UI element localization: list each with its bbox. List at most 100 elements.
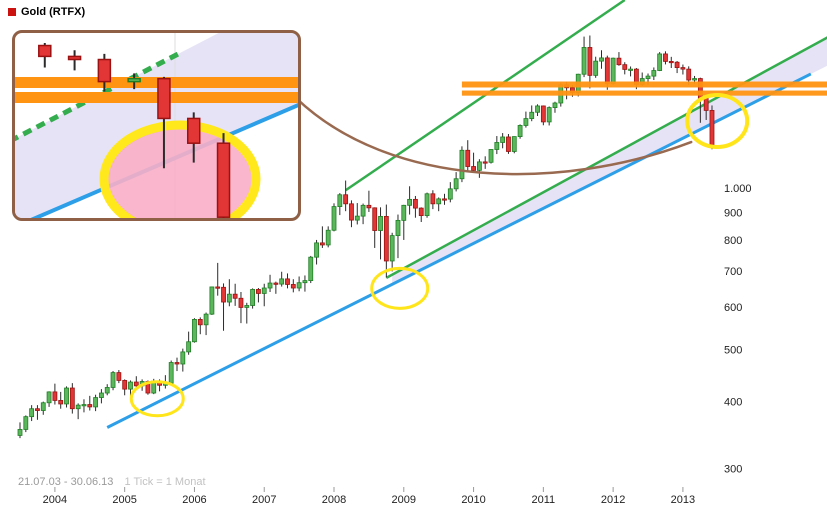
candle-body: [290, 284, 296, 289]
x-axis-tick-label: 2011: [532, 494, 556, 506]
candle-body: [488, 149, 494, 163]
candle-body: [244, 305, 250, 308]
date-range-label: 21.07.03 - 30.06.13: [18, 476, 114, 488]
candle-body: [296, 282, 302, 289]
candle-body: [552, 102, 558, 108]
support-blue-trendline: [106, 72, 812, 429]
candle-body: [523, 118, 529, 126]
candle-body: [17, 429, 23, 436]
candle-body: [349, 203, 354, 221]
candle-body: [319, 242, 325, 246]
candle-body: [599, 57, 604, 62]
inset-connector-curve: [294, 96, 693, 176]
candle-body: [325, 229, 331, 246]
candle-body: [180, 351, 186, 365]
candle-body: [663, 53, 668, 62]
y-axis-tick-label: 900: [724, 207, 742, 219]
inset-candle-body: [67, 55, 82, 61]
candle-body: [186, 341, 192, 353]
candle-body: [168, 362, 174, 384]
candle-body: [447, 188, 453, 200]
candle-body: [674, 61, 680, 68]
candle-body: [703, 97, 709, 111]
candle-body: [267, 282, 273, 289]
candle-body: [133, 381, 139, 387]
trend-channel-fill: [392, 37, 827, 285]
candle-body: [610, 57, 616, 84]
candle-body: [360, 204, 366, 217]
candle-body: [250, 289, 256, 306]
candle-body: [430, 193, 436, 205]
inset-candle-body: [38, 44, 52, 58]
resistance-band: [461, 81, 827, 88]
inset-candle-body: [216, 142, 231, 218]
candle-body: [628, 68, 633, 71]
chart-footer: 21.07.03 - 30.06.13 1 Tick = 1 Monat: [18, 476, 206, 488]
candle-body: [535, 105, 540, 113]
candle-body: [465, 149, 471, 167]
y-axis-tick-label: 400: [724, 397, 742, 409]
candle-body: [471, 166, 476, 171]
candle-body: [506, 136, 511, 152]
candle-body: [64, 387, 69, 405]
candle-body: [40, 402, 46, 411]
candle-body: [58, 400, 64, 405]
candle-body: [93, 397, 98, 408]
candle-body: [232, 293, 238, 299]
candle-body: [273, 282, 279, 285]
candle-body: [389, 235, 395, 262]
inset-resistance-band: [15, 92, 298, 103]
candle-body: [81, 404, 87, 407]
candle-body: [256, 289, 261, 294]
candle-body: [413, 198, 418, 209]
candle-body: [261, 287, 267, 294]
candle-body: [668, 61, 674, 64]
candle-body: [46, 391, 52, 404]
y-axis-tick-label: 700: [724, 266, 742, 278]
candle-body: [23, 416, 29, 430]
candle-body: [709, 110, 715, 148]
candle-body: [192, 319, 197, 343]
candle-body: [407, 198, 413, 206]
candle-body: [517, 125, 523, 137]
candle-body: [500, 136, 506, 143]
candle-body: [482, 161, 488, 164]
candle-body: [354, 215, 360, 221]
candle-body: [378, 215, 383, 231]
candle-body: [35, 408, 40, 411]
y-axis-tick-label: 600: [724, 302, 742, 314]
candle-body: [128, 381, 133, 390]
y-axis-tick-label: 300: [724, 464, 742, 476]
inset-svg: [15, 33, 298, 218]
y-axis-tick-label: 500: [724, 345, 742, 357]
candle-body: [29, 408, 35, 418]
candle-body: [692, 78, 697, 81]
x-axis-tick-label: 2005: [112, 494, 136, 506]
candle-body: [279, 278, 285, 285]
candle-body: [587, 47, 593, 76]
series-marker-icon: [8, 8, 16, 16]
x-axis-tick-label: 2013: [671, 494, 695, 506]
candle-body: [215, 286, 221, 289]
candle-body: [622, 64, 628, 70]
chart-legend: Gold (RTFX): [8, 6, 85, 18]
candle-body: [401, 204, 407, 221]
inset-candle-body: [186, 117, 201, 144]
candle-body: [366, 204, 372, 209]
candle-body: [110, 372, 116, 388]
x-axis-tick-label: 2010: [461, 494, 485, 506]
candle-body: [174, 362, 180, 365]
x-axis-tick-label: 2009: [392, 494, 416, 506]
highlight-ellipse: [370, 266, 430, 310]
candle-body: [459, 149, 465, 180]
y-axis-tick-label: 1.000: [724, 183, 752, 195]
resistance-band: [461, 90, 827, 96]
candle-body: [308, 256, 314, 282]
candle-body: [116, 372, 122, 381]
candle-body: [75, 404, 81, 410]
candle-body: [511, 136, 517, 152]
candle-body: [540, 105, 546, 123]
candle-body: [442, 198, 447, 201]
candle-body: [203, 313, 209, 326]
